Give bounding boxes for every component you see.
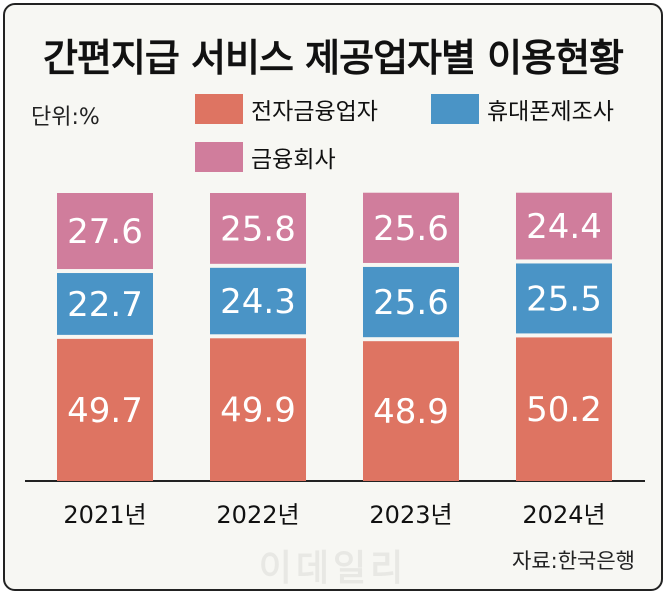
legend-label-phone-maker: 휴대폰제조사	[487, 99, 614, 125]
x-tick-label-3: 2023년	[369, 501, 452, 529]
stacked-bar-chart: 49.7 22.7 27.6 2021년 49.9 24.3 25.8 2022년 48.9 25…	[25, 192, 645, 529]
data-label-electronic-finance-3: 48.9	[373, 392, 449, 432]
x-tick-label-1: 2021년	[63, 501, 146, 529]
data-label-electronic-finance-1: 49.7	[67, 391, 143, 431]
data-label-phone-maker-2: 24.3	[220, 282, 296, 322]
bar-phone-maker-3	[363, 266, 459, 338]
bar-financial-company-2	[210, 193, 306, 264]
source-note: 자료:한국은행	[512, 549, 635, 573]
legend-swatch-phone-maker	[431, 94, 479, 124]
legend-item-financial-company: 금융회사	[195, 141, 336, 173]
legend-swatch-electronic-finance	[195, 94, 243, 124]
bar-phone-maker-2	[210, 267, 306, 335]
data-label-phone-maker-3: 25.6	[373, 283, 449, 323]
unit-label: 단위:%	[31, 105, 100, 130]
data-label-financial-company-3: 25.6	[373, 209, 449, 249]
data-label-financial-company-4: 24.4	[526, 207, 602, 247]
legend-label-financial-company: 금융회사	[251, 147, 336, 173]
data-label-phone-maker-1: 22.7	[67, 285, 143, 325]
bar-financial-company-1	[57, 193, 153, 270]
bar-electronic-finance-1	[57, 338, 153, 481]
bar-phone-maker-4	[516, 263, 612, 334]
bar-electronic-finance-3	[363, 341, 459, 481]
legend-swatch-financial-company	[195, 142, 243, 172]
data-label-financial-company-2: 25.8	[220, 209, 296, 249]
data-label-financial-company-1: 27.6	[67, 212, 143, 252]
bar-financial-company-4	[516, 192, 612, 260]
data-label-electronic-finance-4: 50.2	[526, 390, 602, 430]
data-label-phone-maker-4: 25.5	[526, 279, 602, 319]
bar-electronic-finance-4	[516, 337, 612, 481]
chart-frame: 간편지급 서비스 제공업자별 이용현황 단위:% 전자금융업자 휴대폰제조사 금…	[3, 3, 663, 591]
bar-electronic-finance-2	[210, 338, 306, 481]
bar-phone-maker-1	[57, 273, 153, 335]
x-tick-label-2: 2022년	[216, 501, 299, 529]
legend-item-phone-maker: 휴대폰제조사	[431, 93, 614, 125]
watermark-logo: 이데일리	[258, 548, 408, 589]
legend-label-electronic-finance: 전자금융업자	[251, 99, 378, 125]
chart-title: 간편지급 서비스 제공업자별 이용현황	[42, 36, 624, 80]
bar-financial-company-3	[363, 192, 459, 263]
legend-item-electronic-finance: 전자금융업자	[195, 93, 378, 125]
data-label-electronic-finance-2: 49.9	[220, 391, 296, 431]
x-tick-label-4: 2024년	[522, 501, 605, 529]
